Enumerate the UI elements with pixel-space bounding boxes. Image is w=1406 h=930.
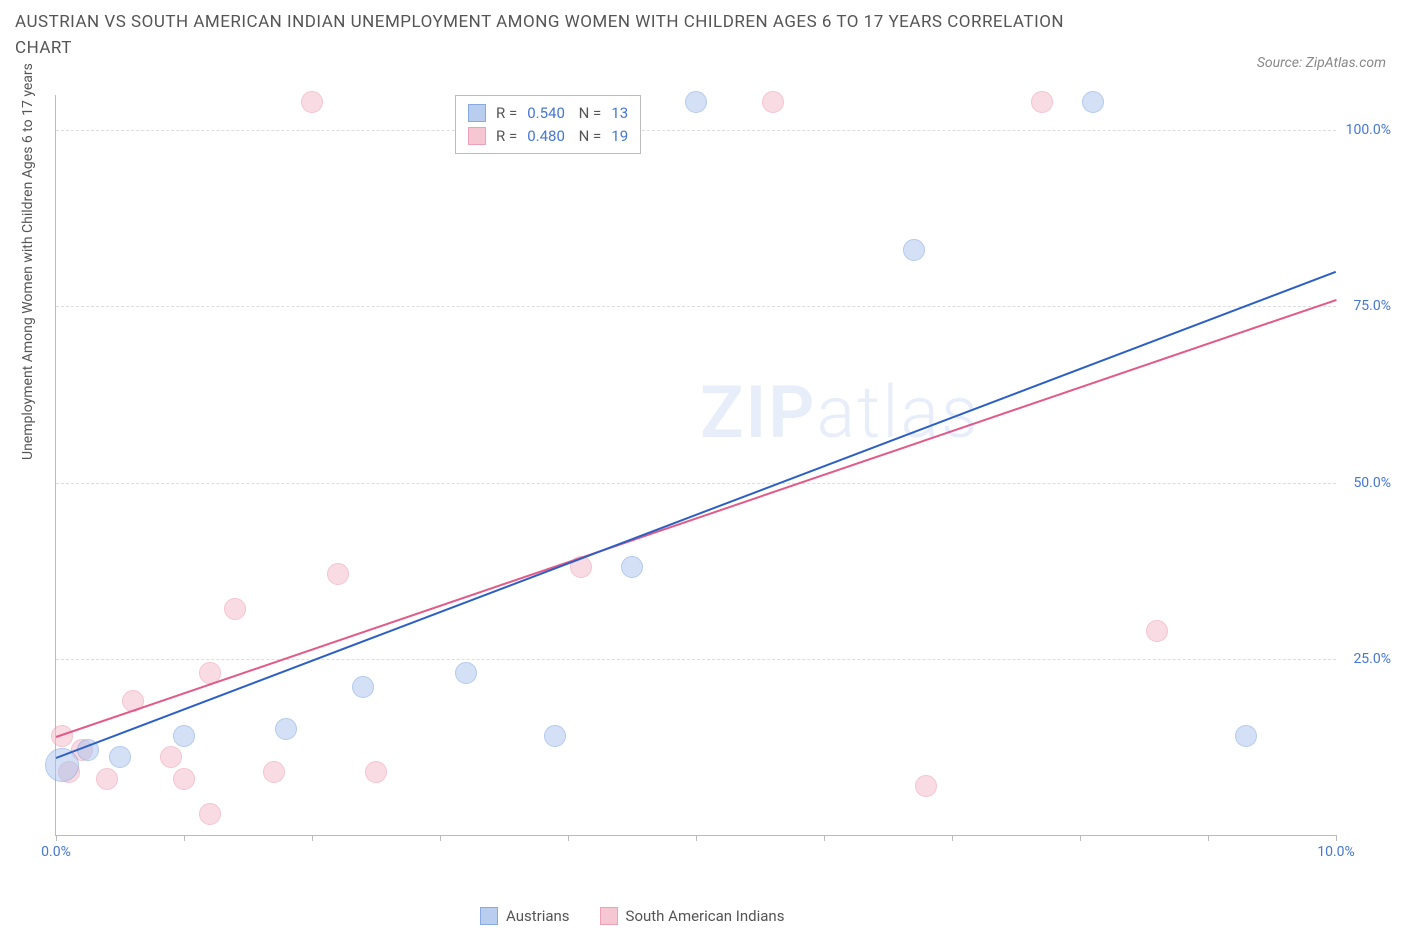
y-tick-label: 75.0% [1353,298,1391,314]
data-point-sai [301,91,323,113]
data-point-sai [173,768,195,790]
y-tick-label: 50.0% [1353,475,1391,491]
chart-area: 25.0%50.0%75.0%100.0%0.0%10.0% R = 0.540 … [55,95,1335,835]
x-tick [952,835,953,841]
data-point-austrian [903,239,925,261]
n-label: N = [575,125,601,148]
data-point-austrian [352,676,374,698]
data-point-sai [224,598,246,620]
r-value: 0.540 [527,102,565,125]
gridline [56,306,1336,307]
data-point-austrian [544,725,566,747]
trend-line-sai [56,299,1337,738]
data-point-austrian [45,748,79,782]
legend-swatch [480,907,498,925]
n-label: N = [575,102,601,125]
x-tick [1208,835,1209,841]
r-label: R = [496,125,517,148]
data-point-austrian [173,725,195,747]
data-point-sai [51,725,73,747]
data-point-sai [160,746,182,768]
legend-item: Austrians [480,907,570,925]
x-tick [440,835,441,841]
legend-swatch [468,104,486,122]
y-tick-label: 100.0% [1346,122,1391,138]
n-value: 13 [611,102,628,125]
data-point-austrian [109,746,131,768]
data-point-sai [1031,91,1053,113]
x-tick [824,835,825,841]
gridline [56,483,1336,484]
data-point-sai [96,768,118,790]
x-tick-label: 0.0% [41,844,71,860]
legend-stats-row: R = 0.540 N = 13 [468,102,628,125]
legend-label: Austrians [506,907,570,925]
data-point-sai [762,91,784,113]
data-point-sai [915,775,937,797]
legend-swatch [468,127,486,145]
r-value: 0.480 [527,125,565,148]
plot-region: 25.0%50.0%75.0%100.0%0.0%10.0% [55,95,1336,836]
legend-label: South American Indians [626,907,785,925]
x-tick [312,835,313,841]
correlation-legend: R = 0.540 N = 13 R = 0.480 N = 19 [455,95,641,154]
gridline [56,130,1336,131]
y-tick-label: 25.0% [1353,651,1391,667]
x-tick [696,835,697,841]
trend-line-austrian [56,271,1337,759]
x-tick [1080,835,1081,841]
x-tick-label: 10.0% [1317,844,1355,860]
gridline [56,659,1336,660]
r-label: R = [496,102,517,125]
source-attribution: Source: ZipAtlas.com [1257,55,1386,71]
data-point-sai [263,761,285,783]
y-axis-label: Unemployment Among Women with Children A… [20,63,36,460]
data-point-austrian [1082,91,1104,113]
data-point-sai [199,803,221,825]
chart-title: AUSTRIAN VS SOUTH AMERICAN INDIAN UNEMPL… [15,10,1115,61]
legend-item: South American Indians [600,907,785,925]
data-point-austrian [1235,725,1257,747]
data-point-sai [1146,620,1168,642]
legend-stats-row: R = 0.480 N = 19 [468,125,628,148]
x-tick [568,835,569,841]
data-point-austrian [685,91,707,113]
data-point-sai [365,761,387,783]
x-tick [56,835,57,841]
legend-swatch [600,907,618,925]
x-tick [1336,835,1337,841]
x-tick [184,835,185,841]
data-point-sai [327,563,349,585]
n-value: 19 [611,125,628,148]
series-legend: Austrians South American Indians [480,907,784,925]
data-point-austrian [455,662,477,684]
data-point-austrian [621,556,643,578]
data-point-austrian [275,718,297,740]
